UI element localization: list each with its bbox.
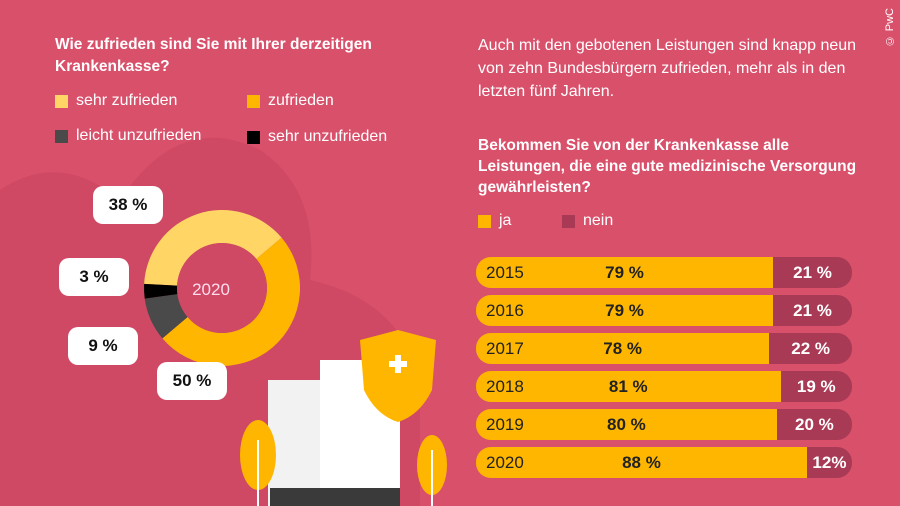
bar-nein: 19 %: [780, 371, 852, 402]
bar-nein: 12%: [806, 447, 852, 478]
legend-label: sehr zufrieden: [76, 92, 178, 109]
legend-zufrieden: zufrieden: [247, 92, 334, 110]
donut-label-zufrieden: 50 %: [157, 362, 227, 400]
donut-segment-sehr-unzufrieden: [144, 283, 178, 299]
legend-nein: nein: [562, 212, 613, 230]
legend-swatch: [247, 130, 260, 144]
legend-label: sehr unzufrieden: [268, 128, 388, 145]
bar-year-label: 2019: [486, 415, 524, 434]
bar-row-2018: 2018 81 % 19 %: [476, 371, 852, 402]
bar-nein: 22 %: [769, 333, 852, 364]
bar-nein-value: 12%: [812, 452, 847, 472]
bar-row-2017: 2017 78 % 22 %: [476, 333, 852, 364]
bar-year-label: 2015: [486, 263, 524, 282]
bar-ja: 2020 88 %: [476, 447, 807, 478]
legend-sehr-unzufrieden: sehr unzufrieden: [247, 128, 387, 146]
bar-row-2020: 2020 88 % 12%: [476, 447, 852, 478]
bar-nein-value: 22 %: [791, 338, 830, 358]
bar-ja-value: 79 %: [605, 301, 644, 320]
bar-ja-value: 88 %: [622, 453, 661, 472]
legend-sehr-zufrieden: sehr zufrieden: [55, 92, 177, 110]
legend-swatch: [478, 214, 491, 228]
bar-nein: 21 %: [773, 257, 852, 288]
donut-segment-sehr-zufrieden: [144, 210, 282, 286]
legend-swatch: [562, 214, 575, 228]
legend-leicht-unzufrieden: leicht unzufrieden: [55, 127, 201, 145]
shield-cross-icon: [360, 330, 436, 422]
donut-hole: [177, 243, 267, 333]
legend-label: ja: [499, 212, 512, 229]
bar-ja: 2017 78 %: [476, 333, 770, 364]
bar-row-2016: 2016 79 % 21 %: [476, 295, 852, 326]
bar-nein-value: 21 %: [793, 262, 832, 282]
bar-nein-value: 21 %: [793, 300, 832, 320]
bar-nein-value: 19 %: [796, 376, 836, 396]
legend-swatch: [55, 129, 68, 143]
bar-year-label: 2020: [486, 453, 524, 472]
tree-icon: [240, 420, 447, 506]
bar-ja: 2015 79 %: [476, 257, 774, 288]
bar-nein-value: 20 %: [795, 414, 834, 434]
donut-label-sehr-zufrieden: 38 %: [93, 186, 163, 224]
bar-ja: 2019 80 %: [476, 409, 777, 440]
copyright: © PwC: [884, 8, 896, 47]
legend-swatch: [55, 94, 68, 108]
donut-center-label: 2020: [192, 280, 230, 299]
donut-chart: [144, 210, 300, 367]
bar-ja: 2018 81 %: [476, 371, 781, 402]
bar-ja-value: 80 %: [607, 415, 646, 434]
bar-row-2015: 2015 79 % 21 %: [476, 257, 852, 288]
bar-ja: 2016 79 %: [476, 295, 774, 326]
bar-year-label: 2017: [486, 339, 524, 358]
legend-swatch: [247, 94, 260, 108]
bar-ja-value: 78 %: [603, 339, 642, 358]
bar-ja-value: 79 %: [605, 263, 644, 282]
bar-ja-value: 81 %: [608, 377, 648, 396]
bar-nein: 21 %: [773, 295, 852, 326]
legend-label: nein: [583, 212, 614, 229]
donut-segment-leicht-unzufrieden: [144, 294, 188, 339]
bar-nein: 20 %: [776, 409, 852, 440]
bar-row-2019: 2019 80 % 20 %: [476, 409, 852, 440]
donut-label-sehr-unzufrieden: 3 %: [59, 258, 129, 296]
bar-year-label: 2018: [486, 377, 524, 396]
donut-title: Wie zufrieden sind Sie mit Ihrer derzeit…: [55, 36, 372, 75]
legend-label: zufrieden: [268, 92, 334, 109]
legend-ja: ja: [478, 212, 511, 230]
donut-label-leicht-unzufrieden: 9 %: [68, 327, 138, 365]
bar-year-label: 2016: [486, 301, 524, 320]
donut-segment-zufrieden: [162, 237, 300, 367]
legend-label: leicht unzufrieden: [76, 127, 202, 144]
intro-text: Auch mit den gebotenen Leistungen sind k…: [478, 37, 857, 100]
bar-chart-title: Bekommen Sie von der Krankenkasse alle L…: [478, 137, 857, 196]
